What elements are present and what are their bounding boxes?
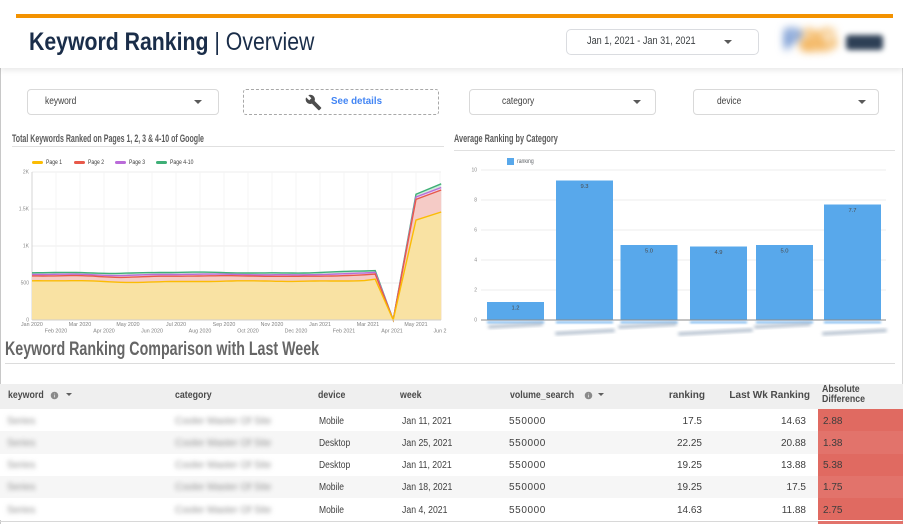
svg-text:Aug 2020: Aug 2020 — [189, 329, 212, 335]
svg-text:Apr 2021: Apr 2021 — [381, 329, 403, 335]
svg-text:Jan 2021: Jan 2021 — [309, 322, 331, 328]
svg-text:10: 10 — [471, 168, 477, 174]
svg-text:1.5K: 1.5K — [19, 207, 30, 213]
svg-text:4.9: 4.9 — [714, 250, 722, 256]
svg-text:May 2021: May 2021 — [404, 322, 427, 328]
svg-text:9.3: 9.3 — [580, 184, 588, 190]
svg-text:4: 4 — [474, 258, 477, 264]
svg-text:0: 0 — [474, 318, 477, 324]
svg-text:1.2: 1.2 — [511, 306, 519, 312]
svg-text:2: 2 — [474, 288, 477, 294]
svg-text:May 2020: May 2020 — [116, 322, 139, 328]
svg-text:Nov 2020: Nov 2020 — [261, 322, 284, 328]
svg-text:Jun 2: Jun 2 — [434, 329, 447, 335]
svg-text:Mar 2021: Mar 2021 — [357, 322, 379, 328]
svg-text:5.0: 5.0 — [645, 249, 653, 255]
svg-text:Jun 2020: Jun 2020 — [141, 329, 163, 335]
svg-text:Jan 2020: Jan 2020 — [21, 322, 43, 328]
svg-text:7.7: 7.7 — [848, 208, 856, 214]
svg-text:Sep 2020: Sep 2020 — [213, 322, 236, 328]
svg-text:Feb 2021: Feb 2021 — [333, 329, 355, 335]
svg-text:6: 6 — [474, 228, 477, 234]
svg-text:5.0: 5.0 — [780, 249, 788, 255]
svg-text:Feb 2020: Feb 2020 — [45, 329, 67, 335]
svg-text:Jul 2020: Jul 2020 — [166, 322, 186, 328]
svg-text:0: 0 — [26, 318, 29, 324]
svg-text:500: 500 — [21, 281, 30, 287]
svg-text:1K: 1K — [23, 244, 30, 250]
svg-text:2K: 2K — [23, 170, 30, 176]
svg-text:8: 8 — [474, 198, 477, 204]
svg-text:Mar 2020: Mar 2020 — [69, 322, 91, 328]
svg-text:Dec 2020: Dec 2020 — [285, 329, 308, 335]
svg-text:Apr 2020: Apr 2020 — [93, 329, 115, 335]
svg-text:Oct 2020: Oct 2020 — [237, 329, 259, 335]
